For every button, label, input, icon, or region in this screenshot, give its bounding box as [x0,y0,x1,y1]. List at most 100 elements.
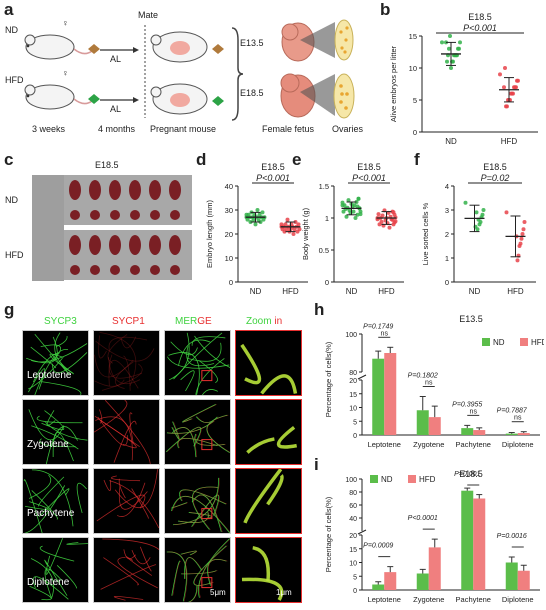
bar [517,433,530,435]
legend-swatch [482,338,490,346]
p-value: P<0.001 [256,173,290,183]
bar [505,433,518,435]
legend-swatch [370,475,378,483]
female-symbol-nd: ♀ [62,18,69,28]
panel-label-b: b [380,0,391,19]
label-al-nd: AL [110,54,122,64]
axis-strand [187,585,198,602]
axis-strand [29,585,52,601]
axis-strand [139,546,152,572]
data-point [279,222,284,227]
y-tick-label: 1 [445,254,449,263]
data-point [474,210,479,215]
y-axis-label: Alive embryos per litter [389,45,398,122]
axis-strand [95,416,133,461]
micrograph-signal [23,469,87,533]
micrograph-signal [170,477,230,533]
y-tick-label: 5 [353,419,357,426]
data-point [463,200,468,205]
axis-strand [167,420,215,434]
axis-strand [182,404,217,423]
axis-strand [45,538,63,575]
axis-strand [186,346,215,367]
chart-title: E18.5 [459,469,483,479]
axis-strand [123,549,137,560]
micrograph-signal [28,409,88,464]
bar [384,353,397,435]
x-tick-label: Zygotene [413,440,444,449]
axis-strand [276,425,298,449]
axis-strand [187,342,222,362]
micrograph-signal [166,538,230,602]
y-tick-label: 20 [349,533,357,540]
label-e185: E18.5 [240,88,264,98]
panel-c-title: E18.5 [95,160,119,170]
col-sycp1: SYCP1 [112,316,145,327]
x-tick-label: Leptotene [368,595,401,604]
p-value: P=0.0009 [363,543,393,550]
data-point [295,229,300,234]
timeline-label: Female fetus [262,124,315,134]
col-zoom-red: in [274,316,283,327]
nd-mouse-icon [24,34,93,60]
axis-strand [31,469,74,527]
axis-strand [178,339,211,366]
data-point [448,34,452,38]
scale-bar-main: 5μm [210,588,226,597]
y-tick-label: 0 [325,278,329,287]
axis-strand [28,474,52,499]
panel-c-hfd: HFD [5,250,24,260]
axis-strand [45,421,88,441]
axis-strand [178,438,219,449]
y-tick-label: 40 [225,182,233,191]
axis-strand [168,352,200,395]
y-tick-label: 10 [349,561,357,568]
micrograph-leptotene-sycp3: Leptotene [22,330,89,396]
p-value: P=0.1802 [408,373,438,380]
y-tick-label: 15 [349,392,357,399]
y-tick-label: 30 [225,206,233,215]
axis-strand [31,425,79,450]
chart-title: E18.5 [261,162,285,172]
panel-label-a: a [4,0,14,19]
axis-strand [173,427,198,458]
axis-strand [100,564,157,590]
col-zoom-green: Zoom [246,316,275,327]
legend-swatch [408,475,416,483]
axis-strand [54,332,74,374]
data-point [355,204,360,209]
panel-label-g: g [4,300,15,319]
axis-strand [94,379,125,387]
timeline-label: Ovaries [332,124,364,134]
axis-strand [102,538,159,551]
axis-strand [40,344,62,361]
chart-i: E18.5 0 5 10 15 20 40 60 80 100 Percentage of cell… [324,469,540,604]
axis-strand [66,542,88,545]
bar [517,570,530,590]
axis-strand [27,368,46,393]
data-point [477,222,482,227]
data-point [291,232,296,236]
axis-strand [36,415,83,424]
y-tick-label: 10 [349,406,357,413]
axis-strand [170,341,198,356]
data-point [285,217,290,222]
data-point [391,210,396,215]
axis-strand [114,469,159,509]
panel-label-c: c [4,150,14,169]
data-point [351,209,356,214]
data-point [456,46,460,51]
axis-strand [191,336,226,346]
legend-label: ND [493,338,505,347]
axis-strand [120,336,137,349]
axis-strand [34,349,69,395]
axis-strand [206,414,230,454]
zoom-box [201,508,213,520]
micrograph-zygotene-zoom [235,399,302,465]
data-point [353,216,358,220]
axis-strand [129,412,134,444]
data-point [447,46,451,51]
micrograph-signal [29,538,88,601]
y-tick-label: 4 [445,182,449,191]
axis-strand [103,479,112,492]
